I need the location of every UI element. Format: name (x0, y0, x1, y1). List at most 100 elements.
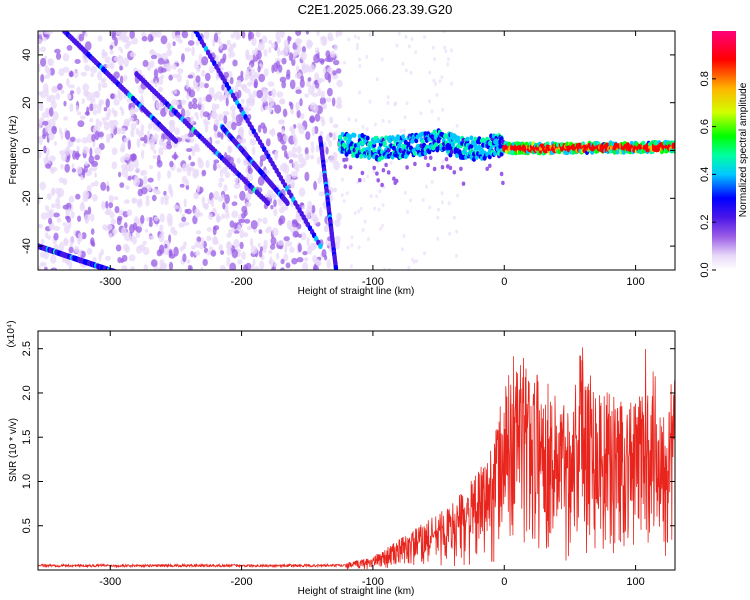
noise-cell (91, 160, 99, 167)
noise-cell (121, 265, 128, 270)
noise-cell (212, 162, 217, 171)
noise-cell (194, 60, 199, 70)
noise-cell (226, 242, 232, 250)
noise-cell (123, 199, 130, 204)
noise-cell (340, 177, 344, 182)
noise-cell (190, 161, 196, 167)
colorbar-tick-label: 0.2 (699, 215, 711, 230)
noise-cell (279, 76, 287, 83)
noise-cell (335, 235, 341, 245)
noise-cell (216, 213, 220, 221)
noise-cell (278, 206, 285, 214)
noise-cell (373, 122, 377, 127)
carrier-cell (432, 166, 437, 172)
noise-cell (291, 126, 295, 137)
noise-cell (239, 241, 244, 250)
carrier-cell (473, 143, 478, 148)
noise-cell (115, 244, 122, 252)
noise-cell (109, 49, 114, 55)
noise-cell (290, 201, 294, 208)
noise-cell (332, 187, 338, 193)
noise-cell (94, 147, 102, 155)
noise-cell (174, 127, 180, 136)
noise-cell (373, 206, 376, 211)
noise-cell (198, 159, 204, 169)
noise-cell (276, 91, 284, 98)
noise-cell (271, 64, 275, 74)
noise-cell (211, 112, 219, 120)
noise-cell (245, 262, 252, 270)
x-tick-label: -200 (231, 576, 253, 588)
noise-cell (214, 118, 220, 126)
noise-cell (148, 221, 153, 228)
noise-cell (401, 61, 405, 66)
noise-cell (274, 151, 278, 159)
noise-cell (402, 233, 406, 238)
noise-cell (307, 41, 314, 47)
noise-cell (372, 169, 376, 174)
noise-cell (140, 169, 148, 176)
noise-cell (250, 220, 258, 230)
noise-cell (332, 132, 337, 141)
noise-cell (84, 161, 88, 167)
carrier-cell (455, 153, 459, 159)
noise-cell (304, 171, 310, 182)
noise-cell (139, 244, 146, 252)
noise-cell (55, 92, 61, 100)
noise-cell (277, 239, 284, 246)
carrier-cell (432, 129, 437, 135)
noise-cell (153, 76, 160, 84)
noise-cell (41, 120, 49, 126)
noise-cell (367, 237, 370, 242)
noise-cell (301, 158, 307, 167)
noise-cell (75, 104, 79, 113)
carrier-cell (456, 135, 461, 141)
noise-cell (317, 77, 323, 85)
noise-cell (415, 259, 419, 264)
noise-cell (437, 116, 441, 121)
noise-cell (446, 62, 450, 67)
noise-cell (50, 203, 57, 209)
noise-cell (247, 71, 253, 80)
noise-cell (154, 80, 158, 88)
noise-cell (84, 64, 91, 72)
noise-cell (271, 88, 277, 98)
carrier-cell (440, 165, 445, 170)
noise-cell (306, 237, 310, 247)
noise-cell (101, 117, 107, 122)
noise-cell (313, 265, 320, 270)
noise-cell (305, 31, 310, 35)
noise-cell (312, 242, 317, 249)
noise-cell (436, 236, 440, 241)
noise-cell (87, 206, 92, 215)
noise-cell (315, 144, 320, 153)
noise-cell (192, 170, 199, 179)
carrier-cell (449, 149, 454, 155)
noise-cell (259, 154, 267, 162)
noise-cell (177, 104, 183, 110)
carrier-cell (343, 136, 348, 141)
noise-cell (117, 215, 123, 222)
noise-cell (456, 193, 459, 198)
noise-cell (353, 211, 357, 216)
noise-cell (147, 123, 153, 130)
noise-cell (188, 101, 193, 110)
noise-cell (233, 239, 240, 249)
noise-cell (185, 185, 190, 190)
spectrogram-x-label: Height of straight line (km) (298, 286, 415, 297)
noise-cell (368, 32, 372, 37)
noise-cell (335, 241, 340, 250)
noise-cell (357, 245, 361, 250)
noise-cell (255, 31, 261, 38)
noise-cell (120, 258, 124, 264)
noise-cell (258, 229, 263, 235)
noise-cell (166, 213, 173, 223)
noise-cell (269, 243, 276, 250)
noise-cell (124, 222, 128, 229)
noise-cell (157, 57, 165, 65)
noise-cell (63, 148, 71, 156)
snr-y-label: SNR (10 * v/v) (8, 418, 19, 482)
noise-cell (153, 149, 157, 154)
noise-cell (118, 54, 122, 59)
noise-cell (113, 56, 120, 62)
